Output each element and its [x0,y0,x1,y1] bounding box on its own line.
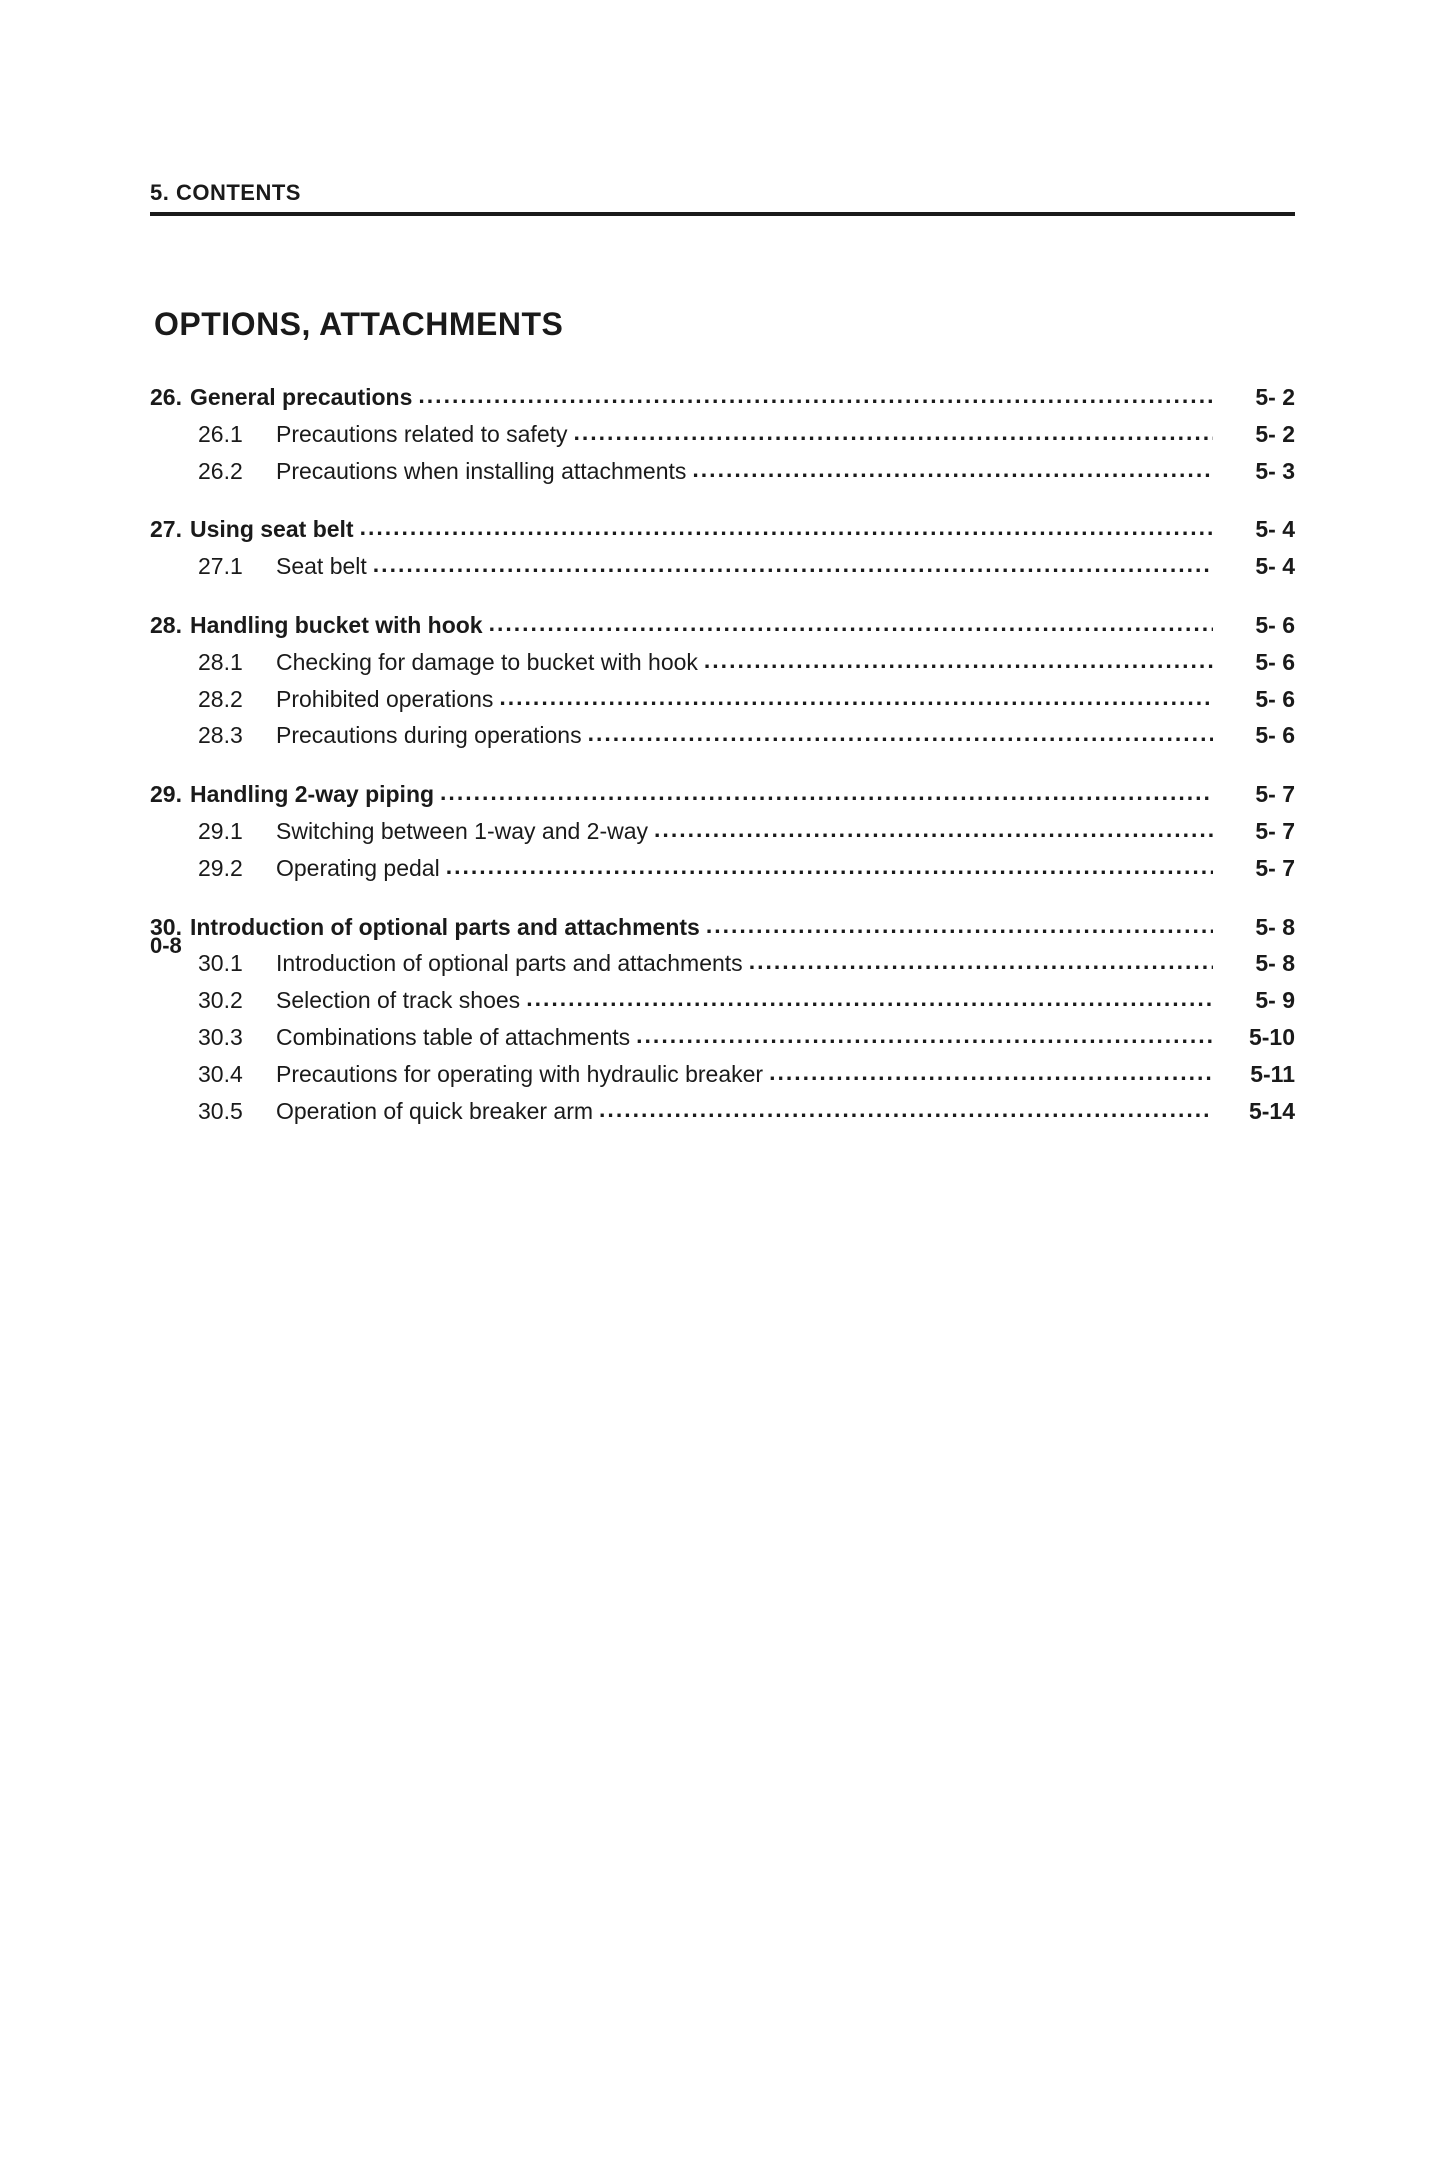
toc-entry-sub: 28.1Checking for damage to bucket with h… [150,644,1295,681]
toc-entry-sub: 29.2Operating pedal 5- 7 [150,850,1295,887]
toc-entry-label: Precautions for operating with hydraulic… [276,1056,769,1093]
toc-entry-page: 5- 7 [1213,850,1295,887]
toc-entry-sub: 30.4Precautions for operating with hydra… [150,1056,1295,1093]
toc-leader [636,1017,1213,1054]
toc-leader [499,679,1213,716]
toc-entry-label: Combinations table of attachments [276,1019,636,1056]
toc-entry-page: 5- 7 [1213,776,1295,813]
toc-entry-page: 5-10 [1213,1019,1295,1056]
toc-entry-sub: 30.1Introduction of optional parts and a… [150,945,1295,982]
toc-entry-label: Seat belt [276,548,373,585]
toc-leader [440,774,1213,811]
toc-entry-number: 26. [150,379,190,416]
toc-entry-label: Handling 2-way piping [190,776,440,813]
toc-leader [749,943,1213,980]
toc-leader [654,811,1213,848]
toc-leader [446,848,1213,885]
toc-entry-number: 26.1 [198,416,276,453]
toc-entry-page: 5- 4 [1213,511,1295,548]
toc-entry-page: 5- 6 [1213,681,1295,718]
toc-leader [599,1091,1213,1128]
table-of-contents: 26.General precautions5- 226.1Precaution… [150,379,1295,1129]
toc-entry-page: 5- 3 [1213,453,1295,490]
page: 5. CONTENTS OPTIONS, ATTACHMENTS 26.Gene… [0,0,1445,1129]
toc-entry-number: 29. [150,776,190,813]
toc-entry-number: 28. [150,607,190,644]
toc-entry-number: 28.2 [198,681,276,718]
toc-entry-main: 27.Using seat belt 5- 4 [150,511,1295,548]
toc-entry-sub: 28.2Prohibited operations 5- 6 [150,681,1295,718]
toc-entry-label: Prohibited operations [276,681,499,718]
toc-leader [769,1054,1213,1091]
toc-entry-label: Checking for damage to bucket with hook [276,644,704,681]
toc-leader [706,907,1213,944]
toc-entry-number: 30.1 [198,945,276,982]
toc-entry-number: 26.2 [198,453,276,490]
toc-leader [360,509,1213,546]
toc-entry-sub: 29.1Switching between 1-way and 2-way 5- … [150,813,1295,850]
toc-entry-page: 5-11 [1213,1056,1295,1093]
toc-entry-number: 27.1 [198,548,276,585]
toc-entry-page: 5- 7 [1213,813,1295,850]
toc-entry-label: Introduction of optional parts and attac… [276,945,749,982]
toc-entry-number: 30.2 [198,982,276,1019]
toc-entry-page: 5- 8 [1213,909,1295,946]
toc-leader [692,451,1213,488]
toc-entry-label: Precautions during operations [276,717,588,754]
toc-entry-sub: 30.3Combinations table of attachments 5-1… [150,1019,1295,1056]
toc-leader [418,377,1213,414]
toc-group: 27.Using seat belt 5- 4 27.1Seat belt 5- 4 [150,511,1295,585]
footer-page-number: 0-8 [150,933,182,959]
toc-leader [574,414,1214,451]
toc-entry-number: 30.3 [198,1019,276,1056]
toc-entry-main: 28.Handling bucket with hook 5- 6 [150,607,1295,644]
toc-entry-sub: 28.3Precautions during operations 5- 6 [150,717,1295,754]
toc-entry-sub: 26.1Precautions related to safety 5- 2 [150,416,1295,453]
toc-entry-main: 26.General precautions 5- 2 [150,379,1295,416]
toc-entry-number: 29.2 [198,850,276,887]
toc-entry-number: 27. [150,511,190,548]
toc-entry-label: Operating pedal [276,850,446,887]
toc-entry-number: 29.1 [198,813,276,850]
toc-group: 28.Handling bucket with hook5- 628.1Chec… [150,607,1295,754]
toc-entry-sub: 30.2Selection of track shoes 5- 9 [150,982,1295,1019]
toc-entry-page: 5- 4 [1213,548,1295,585]
toc-entry-label: Using seat belt [190,511,360,548]
toc-entry-label: Handling bucket with hook [190,607,489,644]
toc-entry-main: 30.Introduction of optional parts and at… [150,909,1295,946]
toc-entry-number: 30.4 [198,1056,276,1093]
section-title: OPTIONS, ATTACHMENTS [154,306,1295,343]
toc-entry-page: 5-14 [1213,1093,1295,1130]
toc-leader [526,980,1213,1017]
toc-leader [588,715,1213,752]
toc-entry-page: 5- 2 [1213,416,1295,453]
toc-entry-sub: 30.5Operation of quick breaker arm 5-14 [150,1093,1295,1130]
toc-leader [373,546,1213,583]
toc-group: 29.Handling 2-way piping5- 729.1Switchin… [150,776,1295,886]
toc-entry-number: 28.1 [198,644,276,681]
toc-entry-label: Precautions when installing attachments [276,453,692,490]
toc-entry-label: Precautions related to safety [276,416,574,453]
toc-entry-page: 5- 8 [1213,945,1295,982]
toc-leader [704,642,1213,679]
toc-entry-number: 28.3 [198,717,276,754]
toc-entry-page: 5- 6 [1213,607,1295,644]
toc-entry-main: 29.Handling 2-way piping 5- 7 [150,776,1295,813]
toc-entry-page: 5- 6 [1213,717,1295,754]
toc-entry-label: Selection of track shoes [276,982,526,1019]
toc-entry-number: 30.5 [198,1093,276,1130]
toc-entry-page: 5- 9 [1213,982,1295,1019]
toc-group: 26.General precautions5- 226.1Precaution… [150,379,1295,489]
toc-entry-page: 5- 2 [1213,379,1295,416]
toc-group: 30.Introduction of optional parts and at… [150,909,1295,1130]
toc-entry-label: Switching between 1-way and 2-way [276,813,654,850]
toc-entry-label: General precautions [190,379,418,416]
toc-entry-sub: 27.1Seat belt 5- 4 [150,548,1295,585]
toc-leader [489,605,1213,642]
running-head: 5. CONTENTS [150,180,1295,216]
toc-entry-sub: 26.2Precautions when installing attachme… [150,453,1295,490]
toc-entry-label: Introduction of optional parts and attac… [190,909,706,946]
toc-entry-label: Operation of quick breaker arm [276,1093,599,1130]
toc-entry-page: 5- 6 [1213,644,1295,681]
